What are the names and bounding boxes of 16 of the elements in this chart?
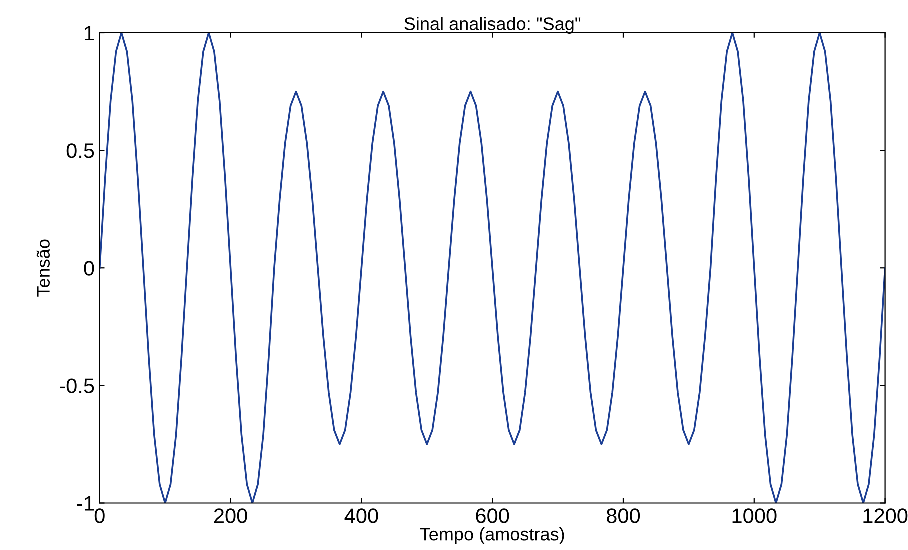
x-tick-label: 200 xyxy=(214,508,248,524)
chart-title: Sinal analisado: "Sag" xyxy=(404,17,581,34)
y-tick-label: 0 xyxy=(84,261,94,276)
x-tick-label: 1000 xyxy=(732,508,777,524)
x-axis-title: Tempo (amostras) xyxy=(420,528,564,544)
line-series xyxy=(100,33,886,504)
x-tick-label: 0 xyxy=(94,508,105,524)
y-tick-label: 0.5 xyxy=(66,144,94,158)
x-tick-label: 400 xyxy=(344,508,378,524)
y-axis-title: Tensão xyxy=(36,240,50,297)
x-tick-label: 800 xyxy=(607,508,640,524)
y-tick-label: 1 xyxy=(85,26,94,41)
y-tick-label: -1 xyxy=(77,496,94,511)
x-tick-label: 600 xyxy=(476,508,510,524)
x-tick-label: 1200 xyxy=(864,508,908,524)
y-tick-label: -0.5 xyxy=(60,378,94,394)
